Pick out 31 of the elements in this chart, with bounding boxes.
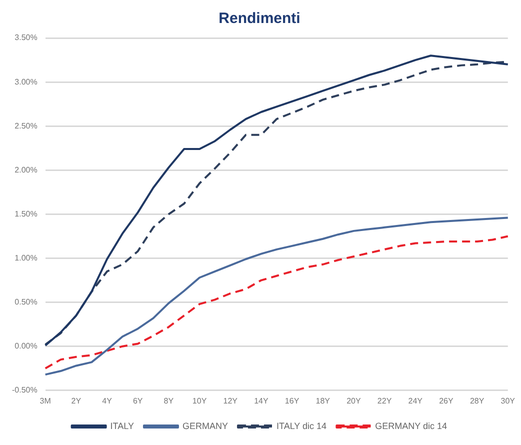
x-tick-label: 18Y — [316, 396, 331, 406]
legend-label: GERMANY — [182, 420, 228, 431]
line-series — [44, 235, 509, 370]
x-tick-label: 20Y — [346, 396, 362, 406]
x-tick-label: 8Y — [164, 396, 174, 406]
y-tick-label: 1.50% — [14, 209, 38, 218]
y-tick-label: 3.50% — [14, 33, 38, 42]
x-tick-label: 10Y — [192, 396, 208, 406]
y-tick-label: 3.00% — [14, 77, 38, 86]
y-tick-label: 2.50% — [14, 121, 38, 130]
legend-label: GERMANY dic 14 — [375, 420, 448, 431]
x-tick-label: 12Y — [223, 396, 238, 406]
x-tick-label: 24Y — [408, 396, 424, 406]
x-tick-label: 26Y — [439, 396, 454, 406]
chart-title: Rendimenti — [218, 10, 300, 28]
legend-label: ITALY — [110, 420, 134, 431]
y-tick-label: 0.50% — [14, 298, 38, 307]
x-tick-label: 16Y — [284, 396, 300, 406]
x-tick-label: 30Y — [500, 396, 516, 406]
y-tick-label: -0.50% — [12, 386, 38, 395]
x-tick-label: 4Y — [102, 396, 113, 406]
legend-label: ITALY dic 14 — [276, 420, 327, 431]
x-tick-label: 2Y — [71, 396, 82, 406]
y-tick-label: 0.00% — [14, 342, 38, 351]
x-tick-label: 3M — [40, 396, 52, 406]
x-tick-label: 22Y — [377, 396, 392, 406]
x-tick-label: 14Y — [254, 396, 269, 406]
y-tick-label: 2.00% — [14, 165, 38, 174]
x-tick-label: 6Y — [132, 396, 144, 406]
x-tick-label: 28Y — [470, 396, 485, 406]
y-tick-label: 1.00% — [14, 253, 38, 262]
